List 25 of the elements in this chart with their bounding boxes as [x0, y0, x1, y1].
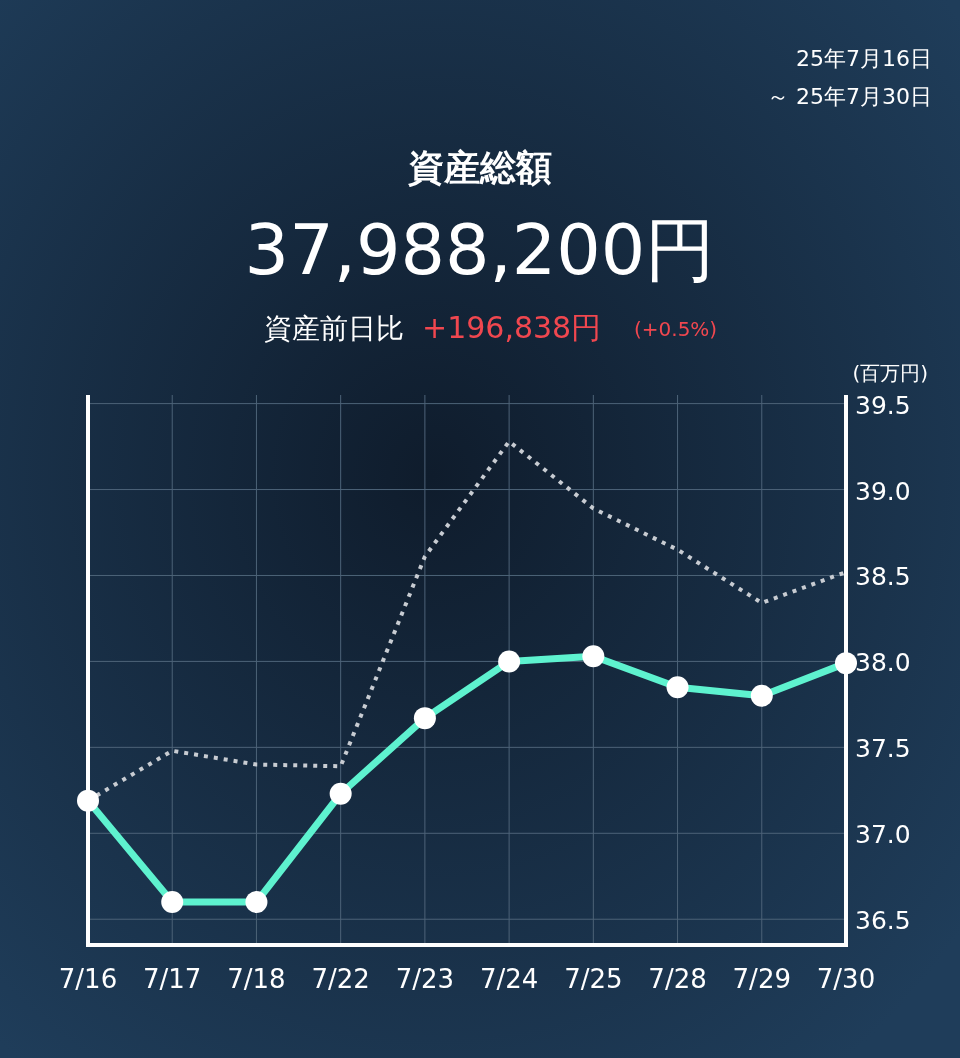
y-tick-label: 38.0: [855, 648, 911, 678]
x-tick-label: 7/17: [143, 964, 202, 994]
text: 25年7月16日: [796, 46, 932, 71]
y-tick-label: 37.0: [855, 820, 911, 850]
x-tick-label: 7/23: [395, 964, 455, 994]
x-tick-label: 7/30: [816, 964, 876, 994]
y-tick-label: 39.5: [855, 390, 911, 420]
x-tick-label: 7/22: [311, 964, 370, 994]
x-tick-label: 7/29: [732, 964, 791, 994]
x-tick-label: 7/28: [648, 964, 707, 994]
text: (+0.5%): [634, 317, 718, 341]
y-axis-title: (百万円): [852, 361, 928, 385]
x-tick-label: 7/16: [58, 964, 118, 994]
y-tick-label: 39.0: [855, 476, 911, 506]
text: ～ 25年7月30日: [767, 84, 932, 109]
x-tick-label: 7/25: [564, 964, 623, 994]
text: 資産前日比: [264, 312, 404, 345]
chart-subtitle: 37,988,200円: [244, 209, 716, 291]
chart-title: 資産総額: [408, 147, 552, 188]
x-tick-label: 7/18: [227, 964, 286, 994]
x-tick-label: 7/24: [479, 964, 539, 994]
text: +196,838円: [422, 310, 602, 345]
y-tick-label: 36.5: [855, 906, 911, 936]
y-tick-label: 37.5: [855, 734, 911, 764]
y-tick-label: 38.5: [855, 562, 911, 592]
